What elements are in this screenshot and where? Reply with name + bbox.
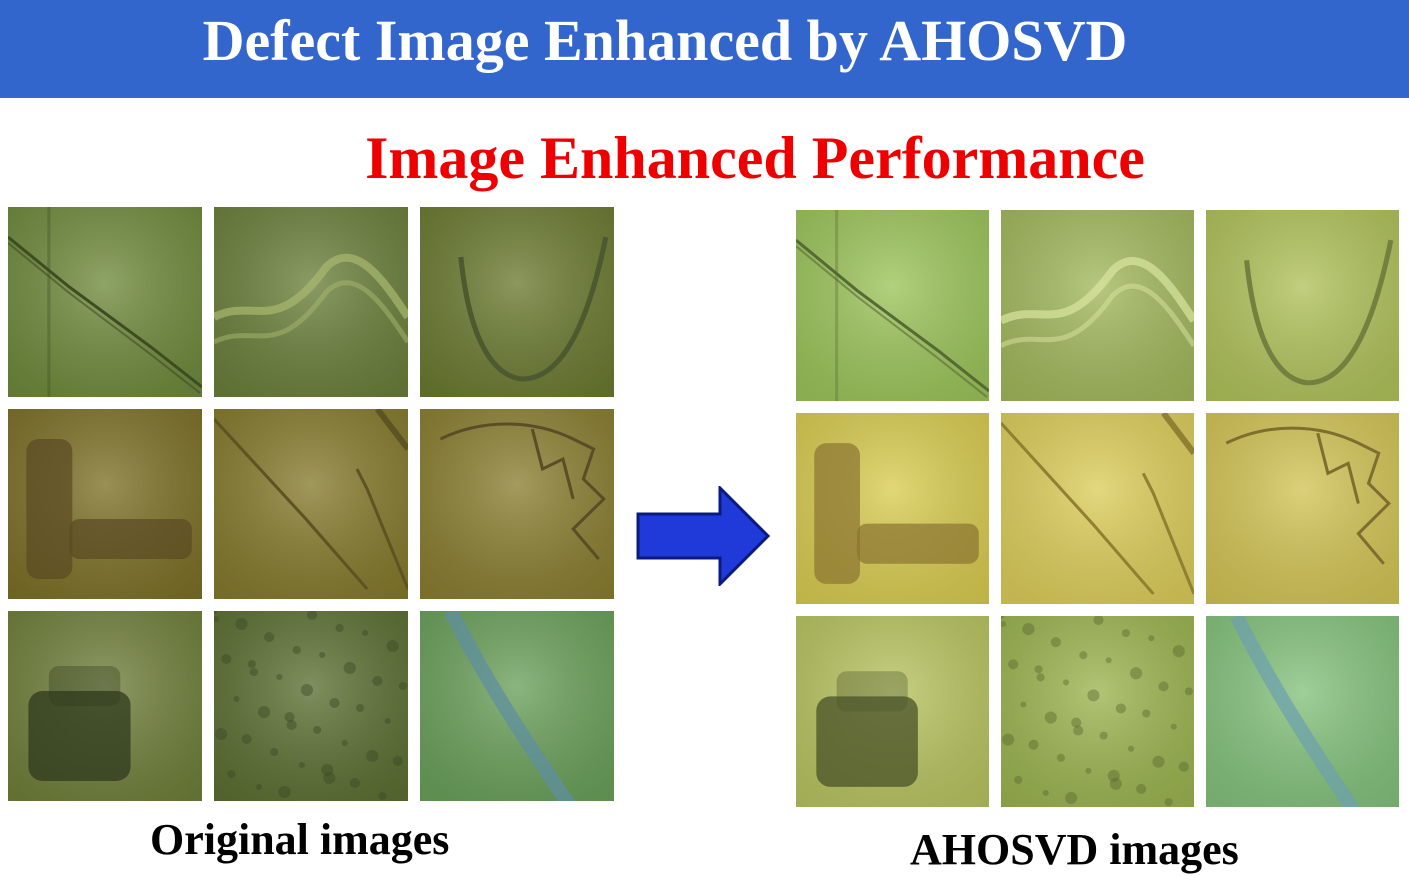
ahosvd-images-grid — [796, 210, 1399, 807]
section-subtitle: Image Enhanced Performance — [365, 125, 1145, 191]
defect-image-tile — [1001, 210, 1194, 401]
original-images-grid — [8, 207, 614, 801]
defect-image-tile — [214, 207, 408, 397]
right-arrow-icon — [636, 486, 771, 586]
defect-image-tile — [796, 210, 989, 401]
title-banner: Defect Image Enhanced by AHOSVD — [0, 0, 1409, 98]
defect-image-tile — [420, 409, 614, 599]
defect-image-tile — [1206, 210, 1399, 401]
defect-image-tile — [214, 611, 408, 801]
defect-image-tile — [796, 616, 989, 807]
defect-image-tile — [214, 409, 408, 599]
page-title: Defect Image Enhanced by AHOSVD — [202, 8, 1128, 73]
defect-image-tile — [420, 611, 614, 801]
defect-image-tile — [1001, 616, 1194, 807]
defect-image-tile — [420, 207, 614, 397]
original-images-caption: Original images — [150, 815, 450, 864]
defect-image-tile — [8, 409, 202, 599]
defect-image-tile — [796, 413, 989, 604]
defect-image-tile — [1001, 413, 1194, 604]
defect-image-tile — [1206, 413, 1399, 604]
defect-image-tile — [8, 611, 202, 801]
defect-image-tile — [8, 207, 202, 397]
defect-image-tile — [1206, 616, 1399, 807]
ahosvd-images-caption: AHOSVD images — [910, 825, 1239, 874]
